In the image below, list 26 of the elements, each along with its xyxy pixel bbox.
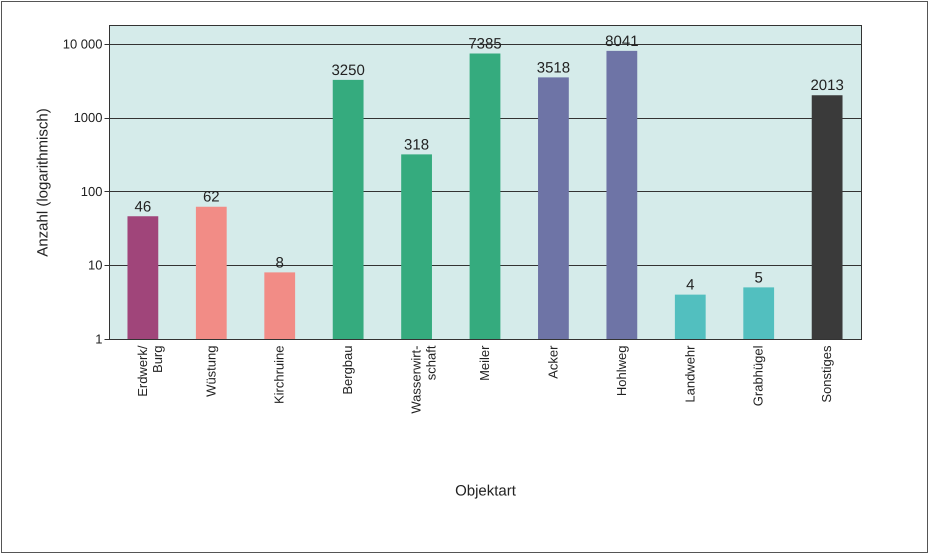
- y-tick-label: 100: [80, 184, 102, 199]
- x-tick-label: Acker: [545, 344, 560, 379]
- data-label: 318: [404, 136, 430, 154]
- x-tick-label: Hohlweg: [614, 346, 629, 396]
- y-axis-title: Anzahl (logarithmisch): [34, 108, 52, 257]
- y-tick-label: 1: [95, 332, 102, 346]
- x-tick-label: Wasserwirt- schaft: [408, 345, 439, 414]
- x-tick-label: Bergbau: [340, 346, 356, 395]
- y-tick-label: 1000: [74, 110, 102, 126]
- x-axis-title: Objektart: [455, 482, 517, 500]
- data-label: 46: [134, 198, 152, 216]
- x-tick-label: Grabhügel: [750, 345, 766, 406]
- data-label: 62: [202, 188, 220, 206]
- x-tick-label: Landwehr: [682, 344, 698, 403]
- y-tick-label: 10 000: [62, 36, 102, 52]
- y-tick-label: 10: [88, 258, 102, 273]
- x-tick-label: Meiler: [477, 344, 492, 381]
- data-label: 3518: [536, 59, 570, 76]
- x-tick-label: Erdwerk/ Burg: [134, 345, 165, 397]
- data-label: 4: [686, 276, 694, 294]
- data-label: 5: [754, 269, 763, 286]
- x-tick-label: Wüstung: [203, 346, 218, 397]
- data-label: 2013: [810, 77, 844, 94]
- data-label: 3250: [331, 62, 365, 79]
- x-tick-label: Sonstiges: [819, 345, 834, 403]
- x-tick-label: Kirchruine: [272, 346, 287, 404]
